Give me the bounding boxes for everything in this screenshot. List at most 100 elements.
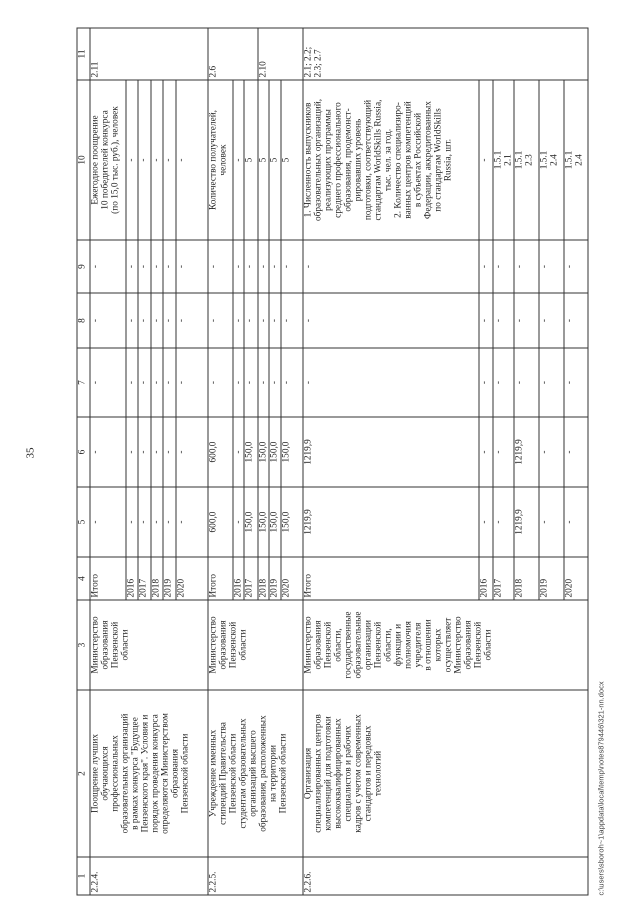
funding-value: -	[175, 486, 208, 557]
funding-value: -	[89, 239, 126, 293]
funding-value: 150,0	[280, 416, 303, 487]
funding-value: -	[175, 347, 208, 417]
executor: Министерство образования Пензенской обла…	[302, 599, 588, 690]
funding-value: -	[162, 239, 176, 293]
funding-value: -	[207, 239, 233, 293]
activity-name: Поощрение лучших обучающихся профессиона…	[89, 689, 208, 857]
funding-value: -	[89, 292, 126, 348]
column-header: 6	[76, 416, 90, 487]
target-indicator-ref: 2.10	[257, 27, 303, 80]
period: 2019	[538, 556, 564, 600]
indicator: 5	[268, 79, 281, 240]
funding-value: -	[162, 486, 176, 557]
indicator: 1.5.1 2.1	[492, 79, 514, 240]
funding-value: 150,0	[268, 416, 281, 487]
funding-value: 1219,9	[302, 486, 479, 557]
funding-value: -	[280, 292, 303, 348]
funding-value: -	[280, 347, 303, 417]
executor: Министерство образования Пензенской обла…	[207, 599, 303, 690]
funding-value: -	[232, 239, 244, 293]
table-row: 2.2.4. Поощрение лучших обучающихся профе…	[89, 27, 208, 895]
indicator: 1.5.1 2.3	[513, 79, 539, 240]
period: 2017	[492, 556, 514, 600]
funding-value: -	[232, 292, 244, 348]
funding-value: -	[150, 486, 163, 557]
funding-value: -	[563, 486, 588, 557]
funding-value: -	[268, 292, 281, 348]
funding-value: 1219,9	[513, 416, 539, 487]
funding-value: -	[232, 416, 244, 487]
funding-value: -	[302, 239, 479, 293]
header-row: 1 2 3 4 5 6 7 8 9 10 11	[76, 27, 90, 895]
funding-value: -	[150, 239, 163, 293]
funding-value: -	[302, 347, 479, 417]
funding-value: 150,0	[243, 486, 258, 557]
indicator: -	[162, 79, 176, 240]
period: 2016	[232, 556, 244, 600]
funding-value: -	[137, 292, 151, 348]
period: 2017	[243, 556, 258, 600]
period: 2020	[563, 556, 588, 600]
funding-value: -	[150, 416, 163, 487]
program-activities-table: 1 2 3 4 5 6 7 8 9 10 11 2.2.4. Поощрение лучших обуч…	[76, 27, 588, 895]
period: Итого	[302, 556, 479, 600]
funding-value: -	[513, 347, 539, 417]
period: Итого	[207, 556, 233, 600]
period: 2019	[162, 556, 176, 600]
funding-value: 1219,9	[513, 486, 539, 557]
period: 2016	[125, 556, 138, 600]
funding-value: -	[538, 416, 564, 487]
period: 2018	[150, 556, 163, 600]
funding-value: -	[175, 416, 208, 487]
funding-value: -	[89, 347, 126, 417]
funding-value: -	[538, 486, 564, 557]
column-header: 4	[76, 556, 90, 600]
column-header: 8	[76, 292, 90, 348]
funding-value: -	[538, 239, 564, 293]
funding-value: -	[492, 292, 514, 348]
funding-value: 150,0	[268, 486, 281, 557]
funding-value: -	[257, 347, 269, 417]
activity-name: Учреждение именных стипендий Правительст…	[207, 689, 303, 857]
funding-value: -	[492, 486, 514, 557]
funding-value: -	[137, 239, 151, 293]
funding-value: -	[513, 239, 539, 293]
funding-value: -	[150, 292, 163, 348]
target-indicator-ref: 2.1; 2.2; 2.3; 2.7	[302, 27, 588, 80]
column-header: 7	[76, 347, 90, 417]
funding-value: 1219,9	[302, 416, 479, 487]
target-indicator-ref: 2.11	[89, 27, 208, 80]
funding-value: 600,0	[207, 416, 233, 487]
indicator: -	[175, 79, 208, 240]
column-header: 9	[76, 239, 90, 293]
funding-value: -	[125, 292, 138, 348]
funding-value: -	[478, 486, 493, 557]
funding-value: -	[125, 239, 138, 293]
indicator: -	[137, 79, 151, 240]
funding-value: -	[478, 292, 493, 348]
period: Итого	[89, 556, 126, 600]
funding-value: -	[492, 416, 514, 487]
indicator: -	[125, 79, 138, 240]
indicator: -	[232, 79, 244, 240]
funding-value: -	[137, 486, 151, 557]
funding-value: -	[207, 292, 233, 348]
funding-value: -	[268, 347, 281, 417]
funding-value: -	[563, 292, 588, 348]
funding-value: -	[268, 239, 281, 293]
funding-value: -	[232, 486, 244, 557]
indicator: -	[150, 79, 163, 240]
activity-number: 2.2.4.	[89, 856, 208, 895]
funding-value: -	[89, 416, 126, 487]
funding-value: -	[513, 292, 539, 348]
funding-value: -	[280, 239, 303, 293]
indicator: 1. Численность выпускников образовательн…	[302, 79, 479, 240]
indicator: 1.5.1 2.4	[538, 79, 564, 240]
indicator: 5	[280, 79, 303, 240]
funding-value: -	[492, 239, 514, 293]
funding-value: 150,0	[243, 416, 258, 487]
funding-value: -	[137, 347, 151, 417]
indicator: Ежегодное поощрение 10 победителей конку…	[89, 79, 126, 240]
executor: Министерство образования Пензенской обла…	[89, 599, 208, 690]
period: 2020	[280, 556, 303, 600]
